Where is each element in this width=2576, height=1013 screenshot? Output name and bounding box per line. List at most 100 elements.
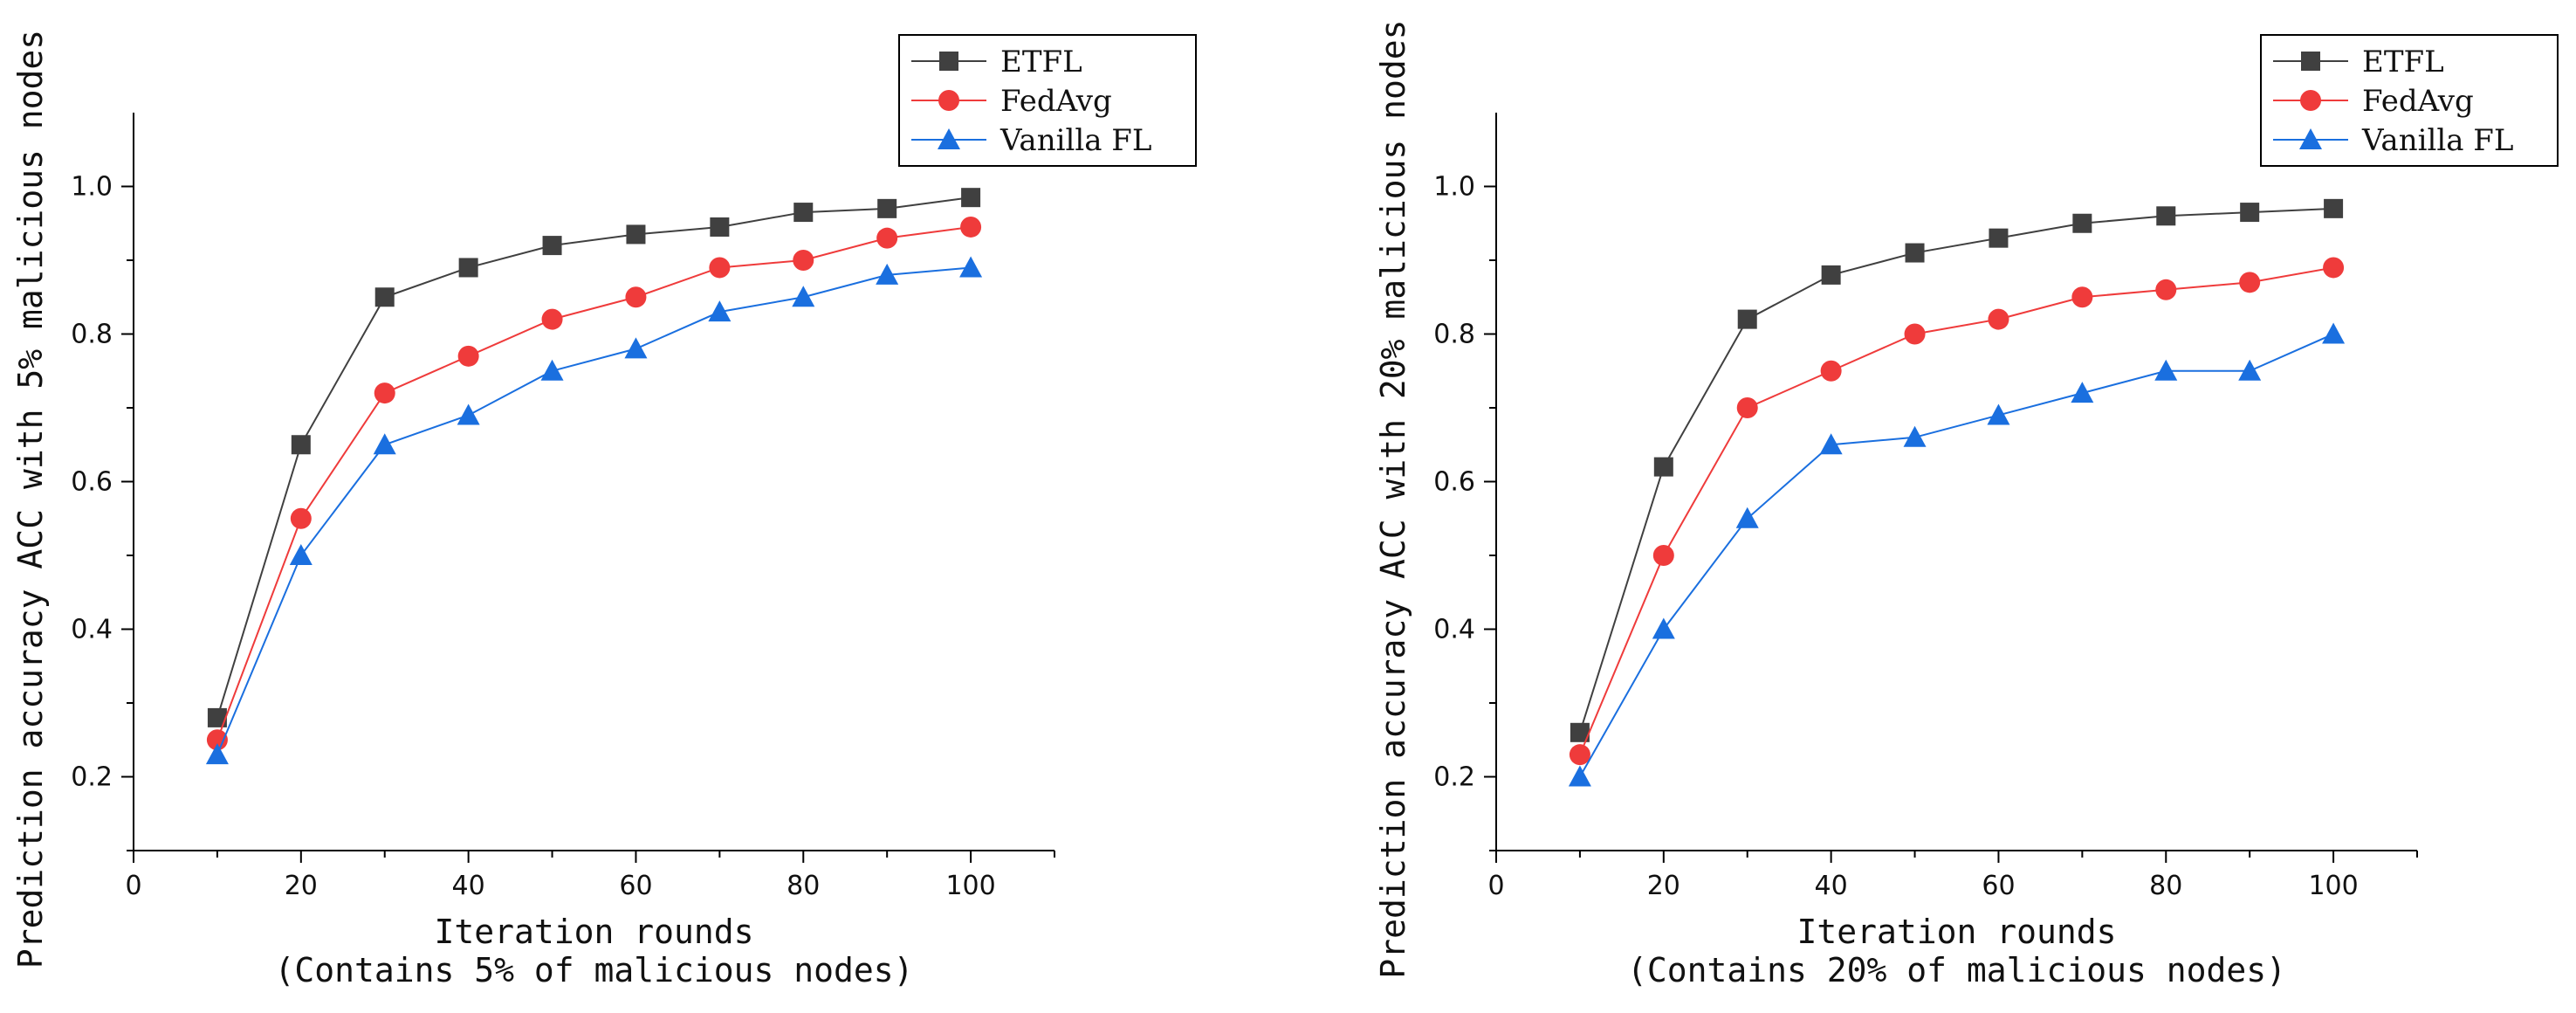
series-line-vanilla-fl xyxy=(1579,333,2334,777)
data-point-vanilla-fl xyxy=(1652,617,1675,639)
data-point-vanilla-fl xyxy=(457,403,480,425)
y-tick-label: 0.8 xyxy=(1433,320,1475,350)
data-point-vanilla-fl xyxy=(1987,403,2010,425)
data-point-fedavg xyxy=(1569,744,1590,766)
data-point-fedavg xyxy=(2323,257,2345,279)
y-tick-label: 0.2 xyxy=(71,762,113,793)
data-point-fedavg xyxy=(2071,286,2093,308)
legend-label: FedAvg xyxy=(2362,84,2474,119)
series-line-etfl xyxy=(1578,207,2334,734)
x-tick-label: 40 xyxy=(1815,871,1848,901)
data-point-vanilla-fl xyxy=(2071,382,2094,403)
data-point-fedavg xyxy=(2239,272,2261,293)
data-point-vanilla-fl xyxy=(289,544,313,565)
legend: ETFL FedAvg Vanilla FL xyxy=(898,34,1197,167)
data-point-vanilla-fl xyxy=(959,256,983,278)
data-point-vanilla-fl xyxy=(2154,359,2178,381)
series-line-fedavg xyxy=(1578,266,2334,755)
y-tick-label: 0.2 xyxy=(1433,762,1475,793)
series-line-vanilla-fl xyxy=(216,266,972,755)
x-tick-label: 40 xyxy=(452,871,485,901)
data-point-etfl xyxy=(961,188,981,208)
data-point-fedavg xyxy=(960,216,982,238)
data-point-etfl xyxy=(2324,198,2344,218)
data-point-fedavg xyxy=(1736,397,1758,418)
y-tick-label: 0.6 xyxy=(71,467,113,498)
data-point-etfl xyxy=(1989,228,2009,248)
data-point-fedavg xyxy=(290,507,312,529)
data-point-fedavg xyxy=(457,345,479,367)
data-point-etfl xyxy=(2240,203,2260,223)
data-point-fedavg xyxy=(1904,323,1926,345)
legend-label: FedAvg xyxy=(1000,84,1112,119)
legend-marker xyxy=(2299,128,2322,149)
data-point-etfl xyxy=(1737,309,1757,329)
legend-label: Vanilla FL xyxy=(2361,123,2513,158)
data-point-vanilla-fl xyxy=(1903,425,1927,447)
x-tick-label: 0 xyxy=(1487,871,1504,901)
data-point-vanilla-fl xyxy=(2322,322,2346,344)
data-point-fedavg xyxy=(709,257,731,279)
data-point-fedavg xyxy=(206,729,228,751)
series-line-fedavg xyxy=(216,225,972,741)
chart-right-20pct: 0 20 40 60 80 100 0.2 0.4 0.6 0.8 1.0 Iteration rou… xyxy=(1374,19,2559,989)
y-tick-label: 0.4 xyxy=(1433,615,1475,645)
x-tick-label: 80 xyxy=(787,871,820,901)
data-point-vanilla-fl xyxy=(1568,765,1591,787)
x-tick-label: 100 xyxy=(945,871,995,901)
y-tick-label: 0.8 xyxy=(71,320,113,350)
data-point-etfl xyxy=(207,707,227,727)
x-tick-label: 20 xyxy=(1647,871,1680,901)
x-tick-label: 0 xyxy=(125,871,141,901)
x-axis-sublabel: (Contains 5% of malicious nodes) xyxy=(274,951,913,989)
data-point-etfl xyxy=(2072,213,2092,233)
data-point-etfl xyxy=(1653,457,1673,477)
data-point-vanilla-fl xyxy=(624,337,648,359)
data-point-vanilla-fl xyxy=(708,300,732,322)
data-point-fedavg xyxy=(876,227,898,249)
data-point-vanilla-fl xyxy=(1819,433,1843,455)
legend: ETFL FedAvg Vanilla FL xyxy=(2260,34,2559,167)
data-point-etfl xyxy=(2156,206,2176,226)
x-axis-sublabel: (Contains 20% of malicious nodes) xyxy=(1627,951,2286,989)
y-tick-label: 0.4 xyxy=(71,615,113,645)
data-point-vanilla-fl xyxy=(2238,359,2262,381)
data-point-fedavg xyxy=(374,382,395,404)
chart-left-5pct: 0 20 40 60 80 100 0.2 0.4 0.6 0.8 1.0 Iteration rou… xyxy=(11,30,1197,989)
x-tick-label: 60 xyxy=(1982,871,2015,901)
data-point-etfl xyxy=(542,236,562,256)
data-point-etfl xyxy=(1821,265,1841,285)
data-point-etfl xyxy=(710,217,730,237)
data-point-fedavg xyxy=(1988,308,2009,330)
y-tick-label: 1.0 xyxy=(71,172,113,203)
legend-marker xyxy=(2300,90,2321,111)
data-point-etfl xyxy=(877,198,897,218)
data-point-etfl xyxy=(374,287,395,307)
data-point-etfl xyxy=(626,224,646,245)
series-line-etfl xyxy=(216,196,972,719)
data-point-vanilla-fl xyxy=(373,433,396,455)
data-point-vanilla-fl xyxy=(1735,507,1759,528)
y-axis-label: Prediction accuracy ACC with 20% malicio… xyxy=(1374,19,1412,978)
data-point-etfl xyxy=(793,203,814,223)
y-axis-label: Prediction accuracy ACC with 5% maliciou… xyxy=(11,30,50,968)
data-point-fedavg xyxy=(625,286,647,308)
y-tick-label: 1.0 xyxy=(1433,172,1475,203)
data-point-etfl xyxy=(458,258,478,278)
data-point-etfl xyxy=(1905,243,1925,263)
legend-marker xyxy=(2301,52,2320,71)
data-point-fedavg xyxy=(541,308,563,330)
legend-marker xyxy=(939,52,958,71)
data-point-fedavg xyxy=(2155,279,2177,300)
data-point-vanilla-fl xyxy=(792,286,815,307)
x-tick-label: 60 xyxy=(619,871,652,901)
data-point-fedavg xyxy=(1652,545,1674,566)
x-axis-label: Iteration rounds xyxy=(434,913,753,951)
x-tick-label: 20 xyxy=(285,871,318,901)
data-point-etfl xyxy=(291,435,311,455)
legend-label: ETFL xyxy=(1000,45,1082,79)
x-tick-label: 100 xyxy=(2308,871,2358,901)
legend-marker xyxy=(938,128,960,149)
data-point-fedavg xyxy=(793,250,814,271)
